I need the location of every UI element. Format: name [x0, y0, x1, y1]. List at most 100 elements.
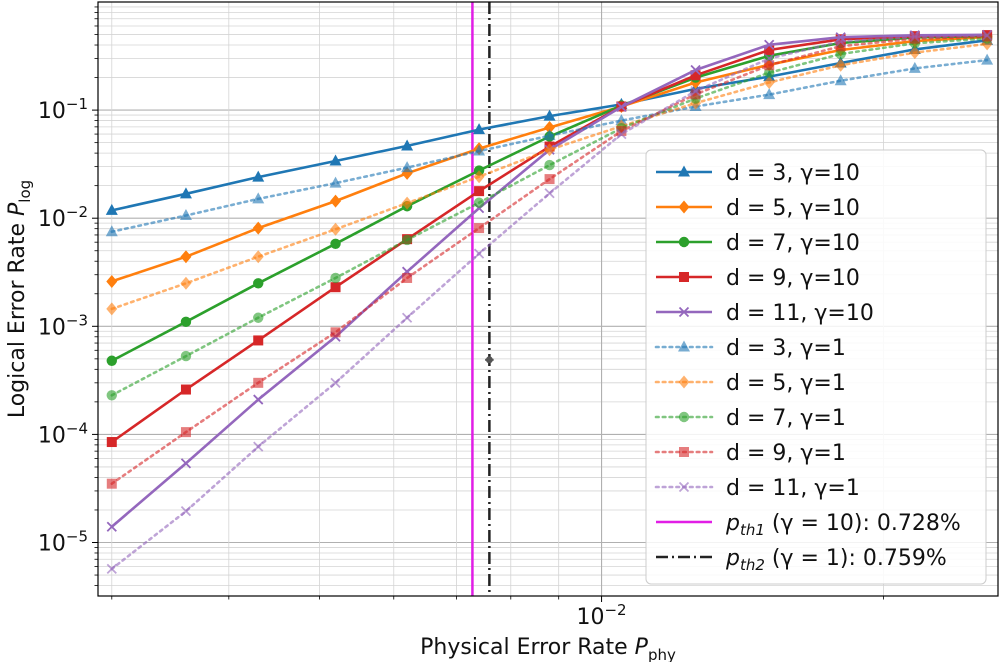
data-point [330, 194, 342, 208]
data-point [473, 170, 485, 184]
data-point [764, 60, 775, 71]
data-point [908, 61, 921, 73]
data-point [330, 238, 341, 249]
legend: d = 3, γ=10 d = 5, γ=10 d = 7, γ=10 d = 9, … [645, 149, 987, 585]
data-point [180, 250, 192, 264]
data-point [764, 39, 775, 50]
legend-label: pth2 (γ = 1): 0.759% [725, 546, 947, 574]
series-7 [106, 37, 993, 316]
legend-entry: pth2 (γ = 1): 0.759% [656, 546, 947, 574]
legend-swatch-marker [678, 375, 690, 389]
legend-entry: d = 11, γ=10 [656, 301, 874, 326]
legend-swatch-marker [678, 236, 690, 248]
legend-entry: d = 5, γ=1 [654, 371, 846, 396]
data-point [180, 506, 192, 517]
data-point [253, 377, 264, 388]
data-point [401, 139, 414, 151]
data-point [834, 74, 847, 86]
legend-entry: d = 9, γ=10 [656, 266, 860, 291]
data-point [180, 350, 192, 362]
data-point [180, 276, 192, 290]
data-point [179, 208, 192, 220]
data-point [616, 101, 627, 113]
data-point [106, 478, 117, 489]
data-point [474, 186, 485, 197]
legend-entry: d = 9, γ=1 [654, 441, 846, 466]
data-point [180, 427, 191, 438]
data-point [252, 221, 264, 235]
data-point [330, 327, 341, 338]
legend-label: pth1 (γ = 10): 0.728% [725, 511, 961, 539]
data-point [253, 278, 264, 289]
data-point [473, 144, 486, 156]
data-point [106, 355, 117, 366]
legend-label: d = 9, γ=1 [726, 441, 846, 466]
error-bar-point [485, 356, 493, 364]
data-point [543, 109, 556, 121]
legend-swatch-marker [679, 272, 689, 282]
legend-box [645, 149, 987, 585]
y-tick-label: 10−3 [38, 311, 88, 340]
data-point [401, 312, 413, 323]
legend-entry: d = 7, γ=1 [654, 406, 846, 431]
data-point [615, 114, 628, 126]
legend-swatch-marker [678, 411, 690, 423]
y-tick-label: 10−5 [38, 528, 88, 557]
data-point [180, 384, 191, 395]
data-point [690, 85, 701, 97]
legend-entry: d = 11, γ=1 [654, 476, 860, 501]
legend-label: d = 5, γ=1 [726, 371, 846, 396]
data-point [909, 46, 921, 60]
data-point [401, 196, 413, 210]
data-point [764, 44, 775, 55]
data-point [544, 121, 556, 135]
data-point [106, 390, 117, 401]
threshold-error-bar [485, 356, 494, 364]
data-point [330, 377, 341, 388]
data-point [764, 53, 775, 64]
data-point [179, 187, 192, 199]
legend-label: d = 9, γ=10 [726, 266, 860, 291]
data-point [105, 225, 118, 237]
legend-label: d = 7, γ=10 [726, 231, 860, 256]
data-point [253, 394, 264, 405]
data-point [690, 64, 701, 76]
legend-swatch-marker [678, 306, 690, 318]
data-point [909, 31, 920, 43]
data-point [473, 123, 486, 135]
data-point [106, 274, 118, 288]
series-9 [106, 31, 993, 489]
data-point [402, 272, 413, 283]
y-axis-label: Logical Error Rate Plog [5, 180, 34, 418]
data-point [473, 248, 485, 259]
y-tick-label: 10−1 [38, 95, 88, 124]
series-group [105, 29, 994, 575]
legend-swatch-marker [678, 200, 690, 214]
data-point [835, 34, 846, 45]
data-point [474, 223, 485, 234]
y-tick-label: 10−2 [38, 203, 88, 232]
legend-entry: d = 3, γ=10 [656, 161, 860, 186]
y-tick-label: 10−4 [38, 419, 88, 448]
data-point [473, 197, 485, 208]
data-point [105, 203, 118, 215]
data-point [690, 89, 701, 100]
data-point [544, 159, 555, 171]
data-point [544, 174, 555, 185]
data-point [401, 234, 413, 246]
data-point [329, 176, 342, 188]
data-point [252, 192, 265, 204]
legend-entry: d = 3, γ=1 [654, 336, 846, 361]
data-point [106, 302, 118, 316]
legend-entry: pth1 (γ = 10): 0.728% [656, 511, 961, 539]
data-point [763, 88, 776, 100]
data-point [180, 458, 192, 469]
data-point [616, 128, 627, 140]
data-point [180, 316, 192, 328]
legend-swatch-marker [678, 165, 690, 177]
data-point [981, 53, 994, 65]
x-tick-label: 10−2 [576, 601, 626, 630]
data-point [690, 70, 701, 81]
legend-label: d = 11, γ=1 [726, 476, 860, 501]
